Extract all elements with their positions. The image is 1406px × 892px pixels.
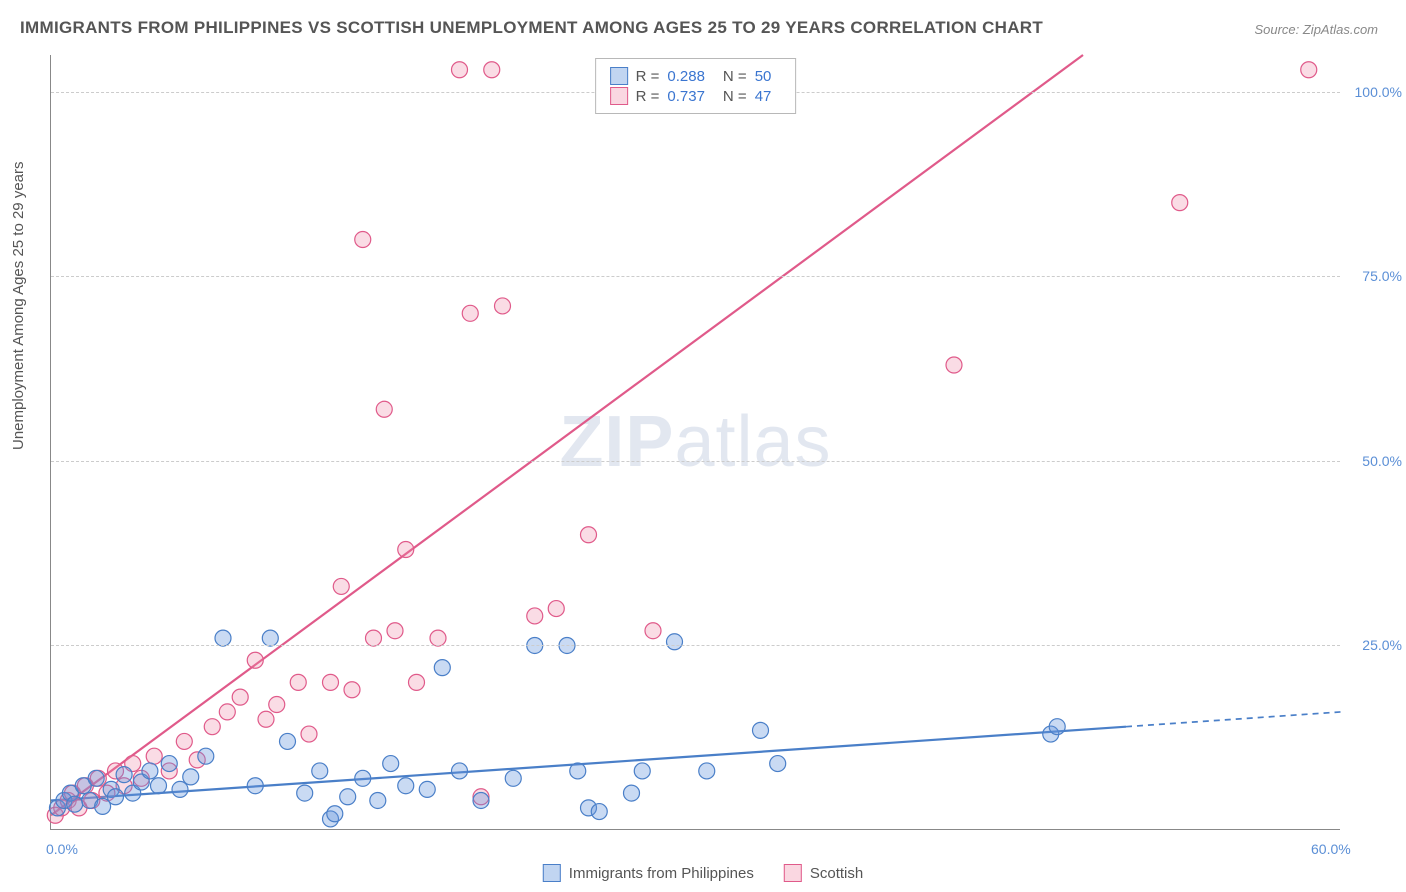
legend-row-blue: R = 0.288 N = 50 [610,67,782,85]
source-attribution: Source: ZipAtlas.com [1254,22,1378,37]
swatch-blue-icon [543,864,561,882]
chart-title: IMMIGRANTS FROM PHILIPPINES VS SCOTTISH … [20,18,1043,38]
legend-item-pink: Scottish [784,864,863,882]
plot-area: ZIPatlas R = 0.288 N = 50 R = 0.737 N = … [50,55,1340,830]
y-tick-label: 75.0% [1362,268,1402,284]
n-label: N = [723,68,747,85]
y-tick-label: 25.0% [1362,637,1402,653]
plot-svg [51,55,1340,829]
grid-line [51,461,1340,462]
swatch-blue-icon [610,67,628,85]
y-tick-label: 50.0% [1362,453,1402,469]
swatch-pink-icon [610,87,628,105]
correlation-legend: R = 0.288 N = 50 R = 0.737 N = 47 [595,58,797,114]
series-legend: Immigrants from Philippines Scottish [543,864,863,882]
r-value-pink: 0.737 [667,88,705,105]
grid-line [51,276,1340,277]
y-axis-label: Unemployment Among Ages 25 to 29 years [10,161,27,450]
legend-item-blue: Immigrants from Philippines [543,864,754,882]
grid-line [51,645,1340,646]
y-tick-label: 100.0% [1355,84,1402,100]
n-label: N = [723,88,747,105]
swatch-pink-icon [784,864,802,882]
r-label: R = [636,88,660,105]
r-label: R = [636,68,660,85]
r-value-blue: 0.288 [667,68,705,85]
x-tick-label: 0.0% [46,841,78,857]
legend-row-pink: R = 0.737 N = 47 [610,87,782,105]
legend-label-blue: Immigrants from Philippines [569,865,754,882]
legend-label-pink: Scottish [810,865,863,882]
x-tick-label: 60.0% [1311,841,1351,857]
n-value-pink: 47 [755,88,772,105]
n-value-blue: 50 [755,68,772,85]
